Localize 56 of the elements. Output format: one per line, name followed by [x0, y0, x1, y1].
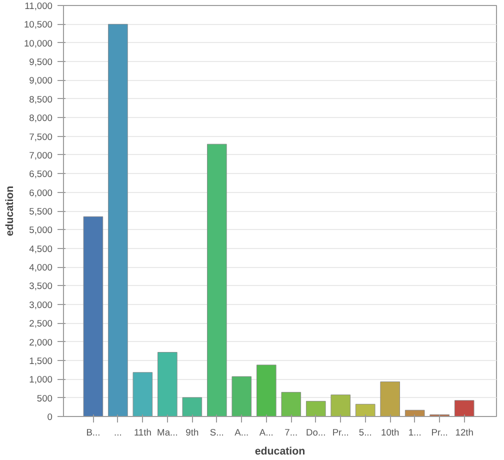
- x-axis-title: education: [254, 446, 306, 458]
- y-axis-title: education: [4, 186, 16, 236]
- y-tick-label: 2,000: [29, 337, 52, 348]
- y-tick-label: 4,000: [29, 262, 52, 273]
- x-tick-label: Do...: [306, 428, 326, 438]
- x-tick-label: Pr...: [332, 428, 349, 438]
- y-tick-label: 11,000: [24, 1, 53, 11]
- bar: [306, 400, 326, 416]
- y-tick-label: 6,000: [29, 188, 52, 198]
- bar: [330, 394, 351, 416]
- x-tick-label: Pr...: [431, 428, 448, 438]
- y-tick-label: 5,000: [29, 225, 52, 236]
- y-tick-label: 3,500: [29, 281, 52, 292]
- bar: [83, 216, 104, 416]
- y-tick-label: 7,500: [29, 132, 52, 142]
- y-tick-label: 10,000: [24, 38, 52, 48]
- bar: [132, 372, 153, 416]
- y-tick-label: 1,000: [29, 374, 52, 385]
- bar: [380, 382, 400, 416]
- x-tick-label: 12th: [455, 428, 474, 438]
- bar: [404, 410, 425, 416]
- x-tick-label: A...: [259, 428, 274, 438]
- x-tick-label: B...: [86, 428, 100, 438]
- x-tick-label: 7...: [284, 428, 298, 438]
- x-tick-label: 9th: [186, 428, 199, 438]
- x-tick-label: ...: [114, 428, 122, 438]
- x-tick-label: S...: [210, 428, 224, 438]
- x-tick-label: Ma...: [157, 428, 178, 438]
- y-tick-label: 500: [36, 393, 53, 404]
- x-tick-label: 11th: [134, 428, 152, 438]
- bar: [108, 24, 128, 416]
- y-tick-label: 8,000: [29, 113, 52, 124]
- y-tick-label: 6,500: [29, 169, 52, 180]
- y-tick-label: 7,000: [29, 150, 52, 160]
- x-tick-label: 1...: [408, 428, 422, 438]
- y-tick-label: 3,000: [29, 300, 52, 310]
- y-tick-label: 1,500: [29, 356, 52, 366]
- bar: [454, 400, 474, 416]
- bar: [182, 397, 202, 416]
- y-tick-label: 4,500: [29, 244, 52, 254]
- y-tick-label: 9,500: [29, 57, 52, 68]
- bar: [256, 364, 276, 416]
- y-tick-label: 10,500: [24, 20, 52, 30]
- bar: [158, 352, 178, 416]
- x-tick-label: 5...: [358, 428, 372, 438]
- x-tick-label: 10th: [381, 428, 400, 438]
- y-tick-label: 0: [47, 412, 53, 422]
- y-tick-label: 8,500: [29, 94, 52, 104]
- x-tick-label: A...: [234, 428, 249, 438]
- bar: [207, 144, 227, 416]
- y-tick-label: 9,000: [29, 76, 52, 86]
- bar: [281, 392, 302, 416]
- bar: [355, 404, 376, 416]
- bar: [232, 376, 252, 416]
- y-tick-label: 2,500: [29, 318, 52, 329]
- y-tick-label: 5,500: [29, 206, 52, 216]
